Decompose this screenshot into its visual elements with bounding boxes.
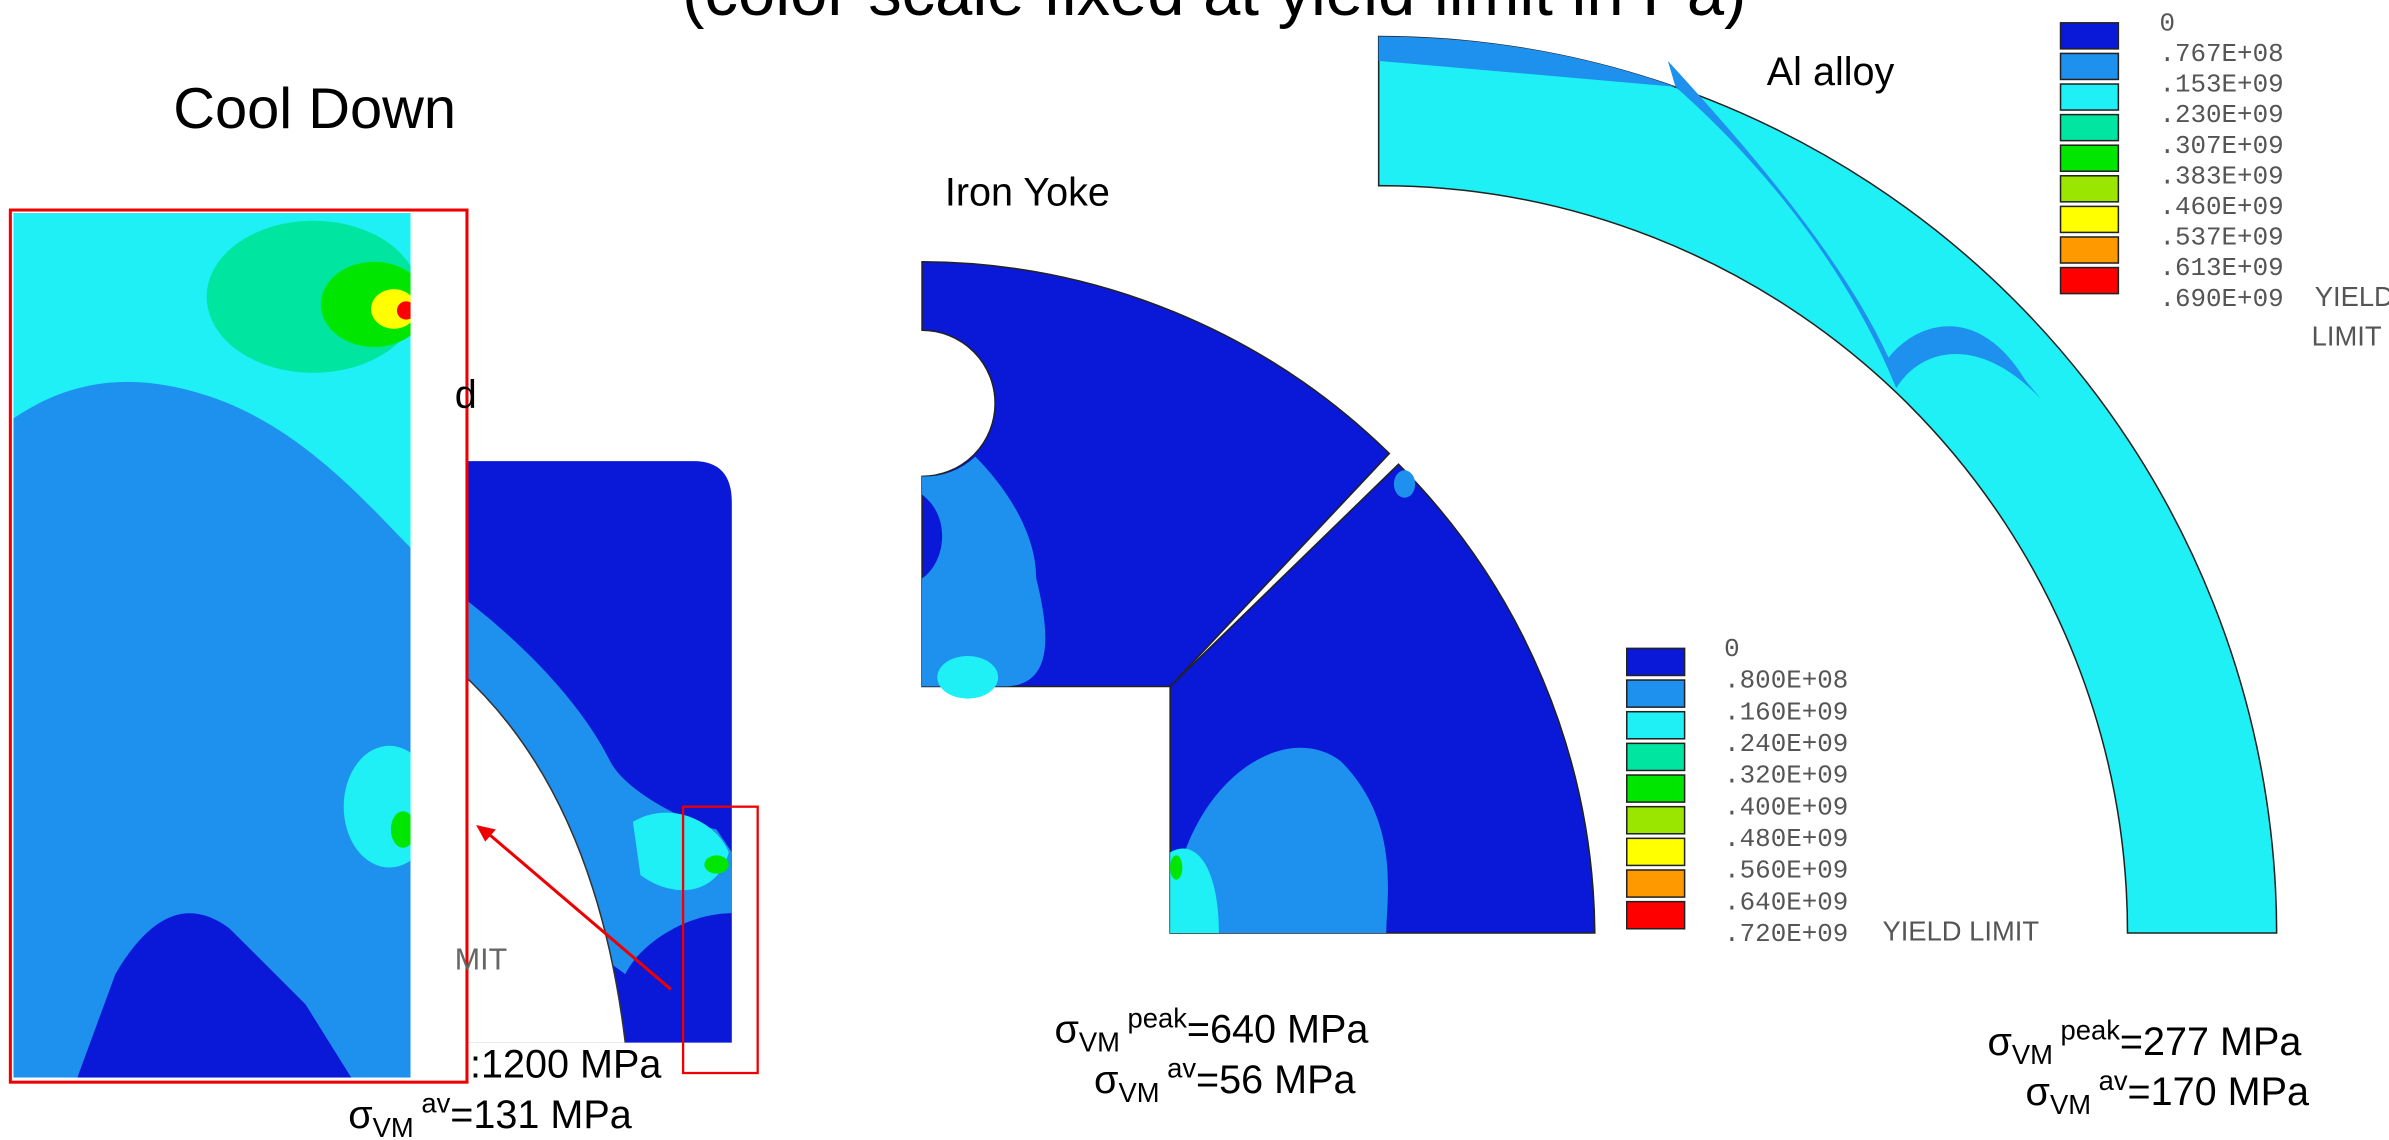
legend-label: .640E+09 — [1724, 887, 1848, 917]
superscript: peak — [1128, 1002, 1188, 1033]
stress-value: =170 MPa — [2128, 1070, 2309, 1114]
legend-swatch — [2061, 84, 2119, 110]
stress-value: =56 MPa — [1196, 1058, 1355, 1102]
legend-label: .307E+09 — [2159, 131, 2283, 161]
legend-label: .480E+09 — [1724, 824, 1848, 854]
superscript: av — [1167, 1053, 1196, 1084]
legend-swatch — [1627, 712, 1685, 739]
legend-label: .613E+09 — [2159, 253, 2283, 283]
subscript: VM — [2012, 1039, 2053, 1070]
legend-swatch — [2061, 268, 2119, 294]
legend-swatch — [1627, 870, 1685, 897]
legend-label: .537E+09 — [2159, 223, 2283, 253]
symbol: σ — [1094, 1058, 1118, 1102]
legend-label: 0 — [1724, 634, 1740, 664]
legend-swatch — [1627, 807, 1685, 834]
stress-value: =131 MPa — [450, 1093, 631, 1137]
superscript: av — [2099, 1065, 2128, 1096]
stress-label: σVM peak=277 MPa — [1987, 1015, 2301, 1070]
legend-label: .400E+09 — [1724, 792, 1848, 822]
legend-label: .690E+09 — [2159, 284, 2283, 314]
stress-label: σVM av=170 MPa — [2026, 1065, 2309, 1120]
superscript: peak — [2061, 1015, 2121, 1046]
panel-title: Al alloy — [1767, 50, 1895, 94]
symbol: σ — [2026, 1070, 2050, 1114]
iron-yoke-plot — [922, 262, 1595, 933]
legend-label: .230E+09 — [2159, 100, 2283, 130]
legend-swatch — [2061, 23, 2119, 49]
legend-note: LIMIT — [2312, 321, 2382, 352]
symbol: σ — [348, 1093, 372, 1137]
legend-swatch — [2061, 53, 2119, 79]
stress-value: =277 MPa — [2120, 1020, 2301, 1064]
legend-swatch — [1627, 838, 1685, 865]
legend-swatch — [2061, 115, 2119, 141]
stress-label: σVM peak=640 MPa — [1054, 1002, 1368, 1057]
stress-fragment: :1200 MPa — [470, 1043, 661, 1087]
legend-label: .460E+09 — [2159, 192, 2283, 222]
panel-title: Cool Down — [173, 77, 456, 141]
subscript: VM — [1118, 1077, 1159, 1108]
legend-swatch — [1627, 902, 1685, 929]
superscript: av — [421, 1088, 450, 1119]
legend-label: .767E+08 — [2159, 39, 2283, 69]
legend-label: .800E+08 — [1724, 666, 1848, 696]
legend-swatch — [1627, 743, 1685, 770]
panel-title: Iron Yoke — [945, 170, 1110, 214]
legend-note: YIELD LIMIT — [1882, 916, 2039, 947]
subscript: VM — [1079, 1027, 1120, 1058]
legend-label: .383E+09 — [2159, 161, 2283, 191]
text-fragment: MIT — [455, 943, 507, 977]
legend-label: .240E+09 — [1724, 729, 1848, 759]
stress-label: σVMav=131 MPa — [348, 1088, 631, 1140]
legend-note: YIELD — [2315, 281, 2389, 312]
subscript: VM — [2050, 1089, 2091, 1120]
text-fragment: d — [455, 373, 477, 417]
stress-label: σVM av=56 MPa — [1094, 1053, 1355, 1108]
legend-swatch — [2061, 145, 2119, 171]
magnet-structure — [458, 461, 758, 1073]
subscript: VM — [373, 1112, 414, 1140]
legend-label: .320E+09 — [1724, 761, 1848, 791]
legend-swatch — [1627, 775, 1685, 802]
slide: (color scale fixed at yield limit in Pa)… — [0, 0, 2389, 1140]
page: (color scale fixed at yield limit in Pa)… — [0, 0, 2389, 1140]
symbol: σ — [1054, 1008, 1078, 1052]
legend-label: 0 — [2159, 8, 2175, 38]
legend-label: .720E+09 — [1724, 919, 1848, 949]
legend-swatch — [1627, 648, 1685, 675]
legend-swatch — [2061, 206, 2119, 232]
legend-label: .560E+09 — [1724, 856, 1848, 886]
legend-swatch — [2061, 176, 2119, 202]
symbol: σ — [1987, 1020, 2011, 1064]
legend-swatch — [2061, 237, 2119, 263]
legend-swatch — [1627, 680, 1685, 707]
legend-label: .160E+09 — [1724, 697, 1848, 727]
slide-title: (color scale fixed at yield limit in Pa) — [682, 0, 1746, 30]
legend-label: .153E+09 — [2159, 70, 2283, 100]
zoom-view — [10, 210, 467, 1082]
stress-value: =640 MPa — [1187, 1008, 1368, 1052]
